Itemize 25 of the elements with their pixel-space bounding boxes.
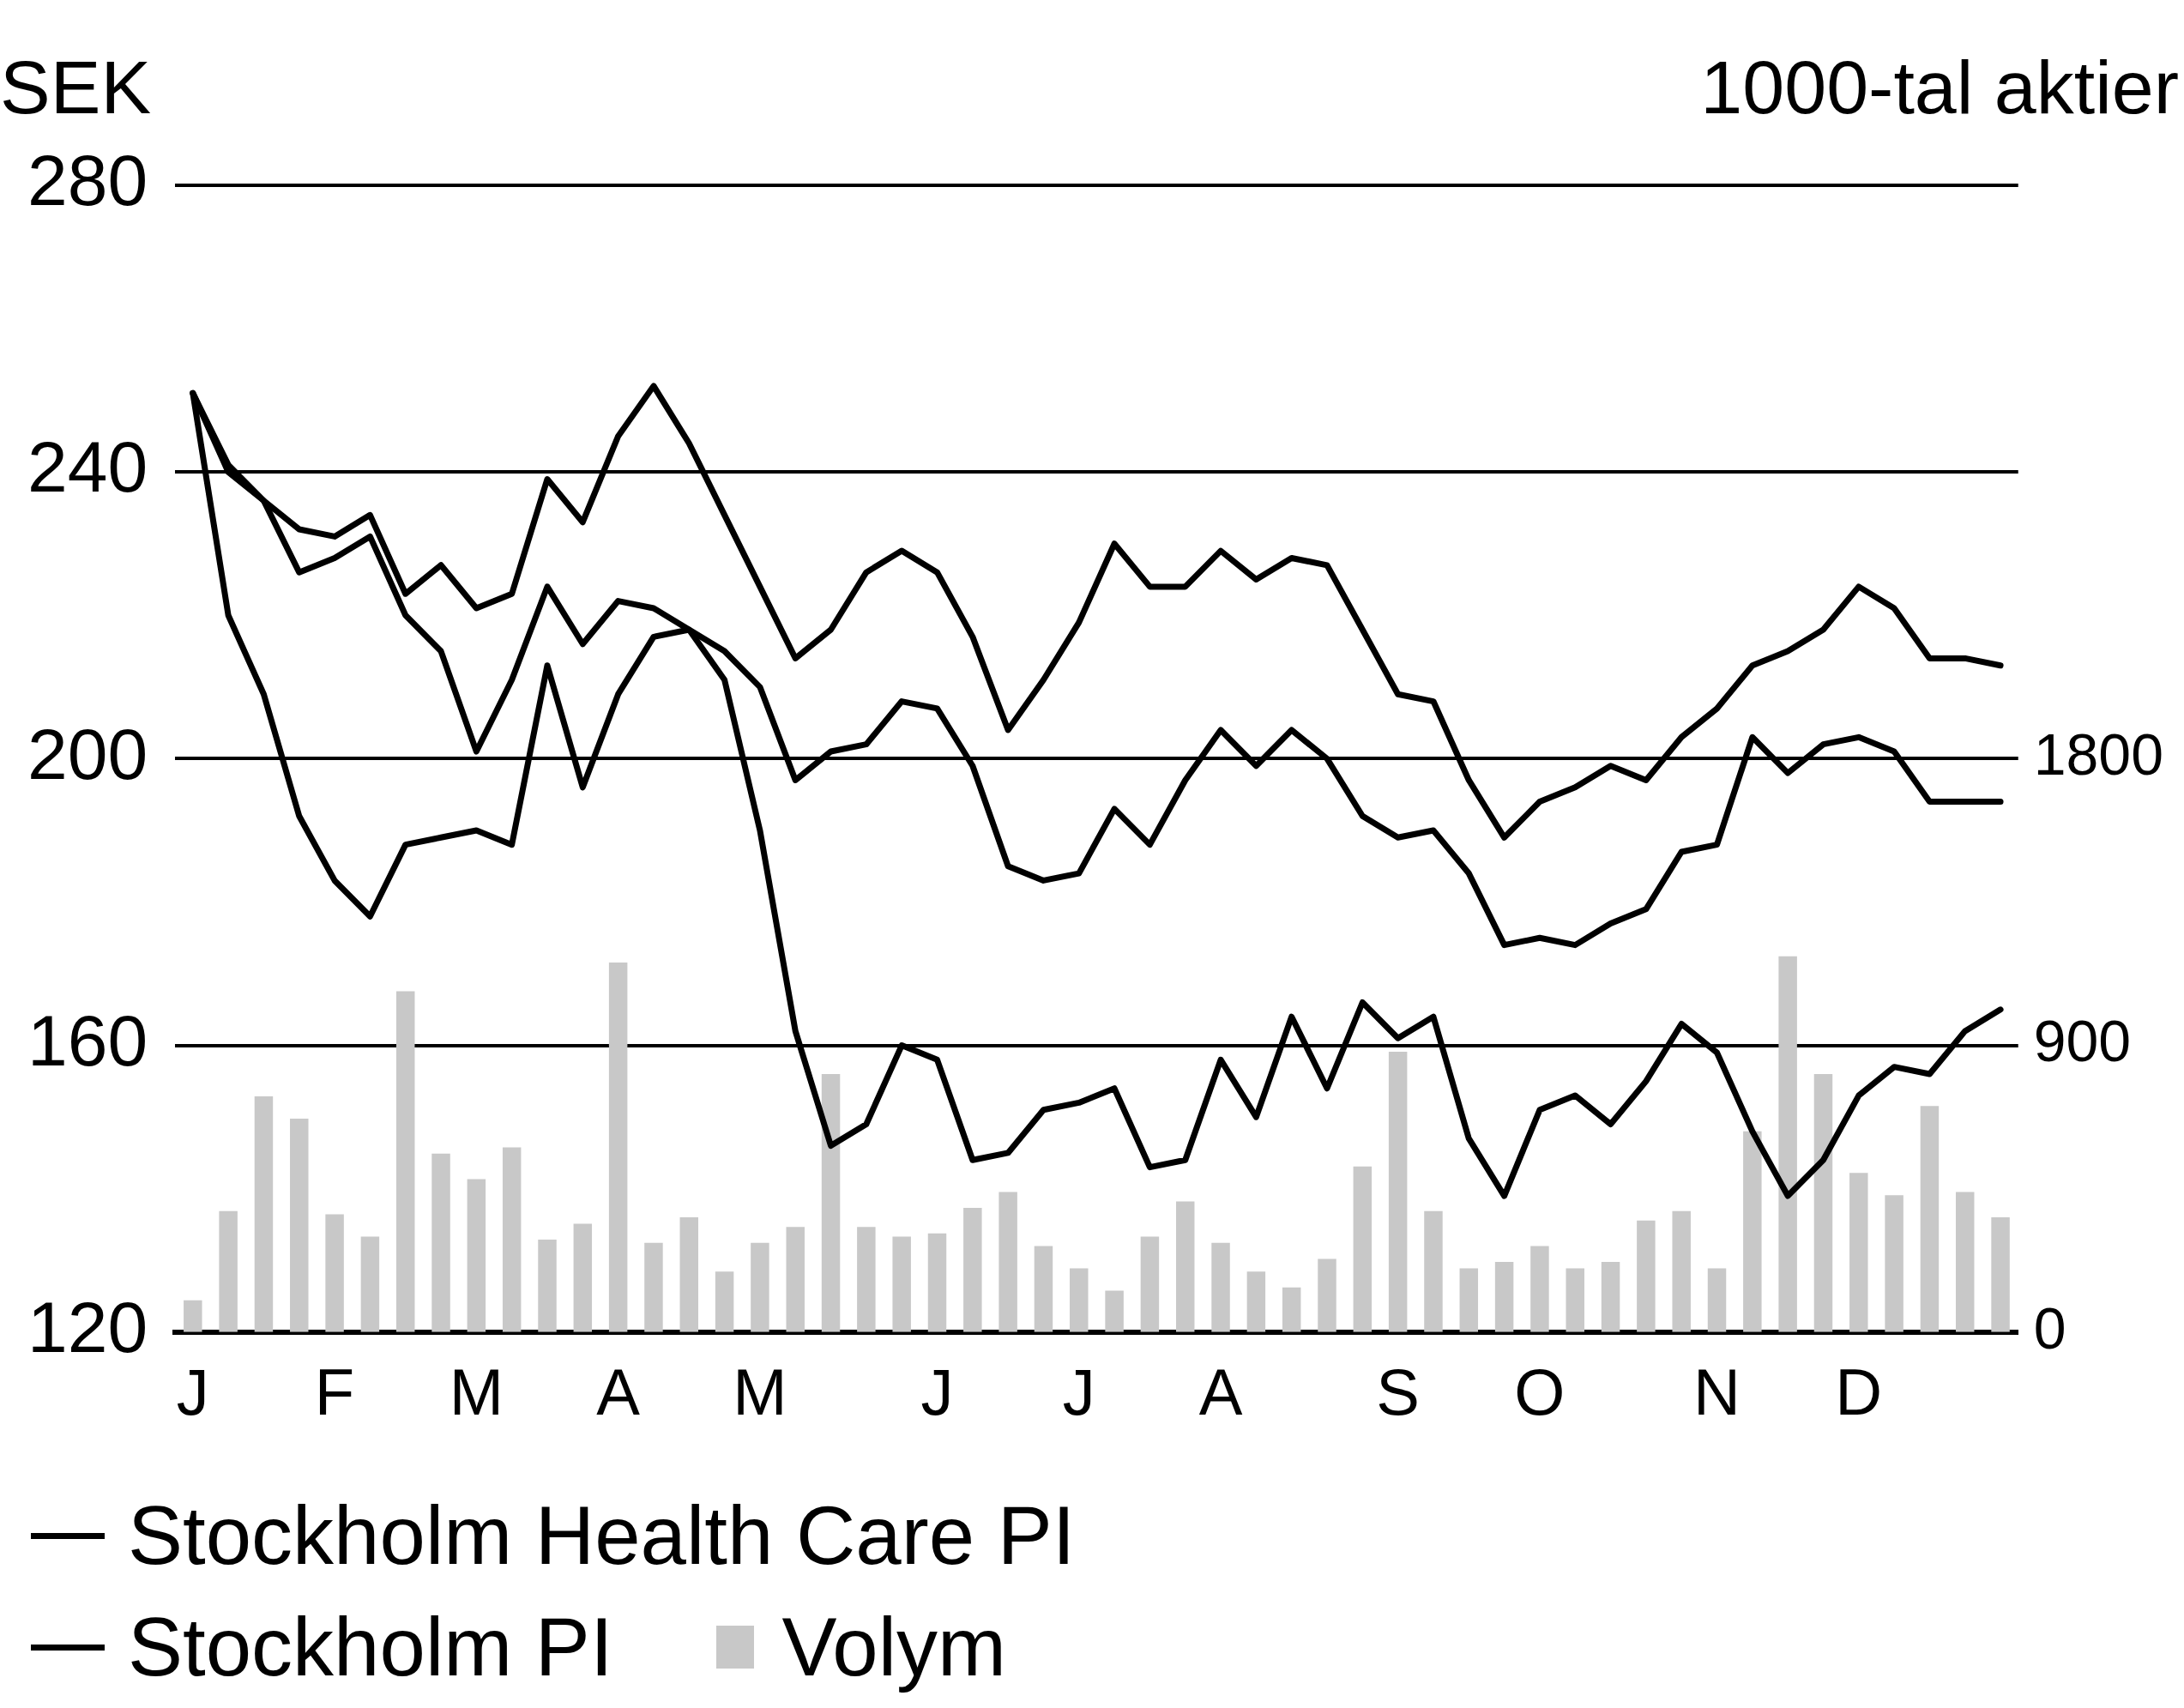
legend-label: Stockholm PI bbox=[128, 1601, 613, 1693]
x-tick-label: A bbox=[596, 1355, 641, 1429]
x-tick-label: N bbox=[1693, 1355, 1741, 1429]
legend-label: Volym bbox=[781, 1601, 1006, 1693]
y-axis-title: SEK bbox=[0, 45, 152, 130]
x-tick-label: M bbox=[733, 1355, 787, 1429]
x-tick-label: F bbox=[314, 1355, 355, 1429]
x-tick-label: S bbox=[1376, 1355, 1420, 1429]
y-tick-label: 120 bbox=[27, 1286, 148, 1367]
y-tick-label: 200 bbox=[27, 713, 148, 794]
x-tick-label: D bbox=[1835, 1355, 1883, 1429]
y2-axis-title: 1000-tal aktier bbox=[1700, 45, 2179, 130]
legend-label: Stockholm Health Care PI bbox=[128, 1489, 1076, 1581]
y-tick-label: 280 bbox=[27, 140, 148, 221]
y-tick-label: 160 bbox=[27, 999, 148, 1081]
x-tick-label: J bbox=[1062, 1355, 1095, 1429]
x-tick-label: A bbox=[1198, 1355, 1243, 1429]
y2-tick-label: 1800 bbox=[2033, 721, 2164, 788]
y2-tick-label: 0 bbox=[2033, 1295, 2066, 1361]
x-tick-label: O bbox=[1514, 1355, 1566, 1429]
y-tick-label: 240 bbox=[27, 426, 148, 508]
x-tick-label: M bbox=[449, 1355, 504, 1429]
y2-tick-label: 900 bbox=[2033, 1008, 2132, 1074]
x-tick-label: J bbox=[176, 1355, 209, 1429]
x-tick-label: J bbox=[920, 1355, 954, 1429]
